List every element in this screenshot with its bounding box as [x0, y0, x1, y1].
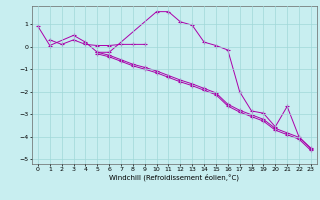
X-axis label: Windchill (Refroidissement éolien,°C): Windchill (Refroidissement éolien,°C)	[109, 174, 239, 181]
